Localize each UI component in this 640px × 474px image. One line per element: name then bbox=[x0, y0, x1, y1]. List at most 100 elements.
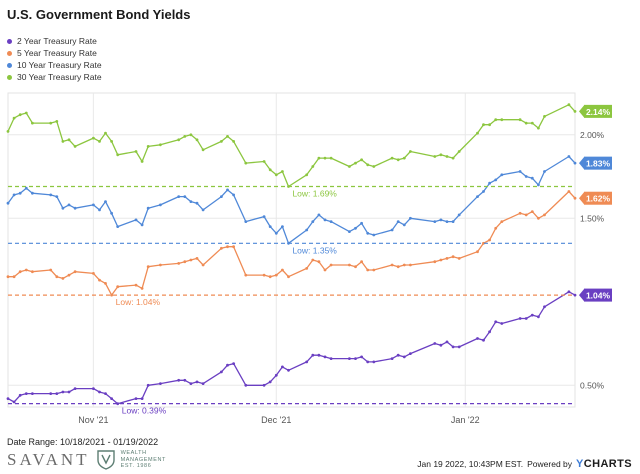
x-tick-label: Nov '21 bbox=[78, 415, 108, 425]
data-point bbox=[317, 260, 321, 264]
data-point bbox=[134, 218, 138, 222]
data-point bbox=[183, 135, 187, 138]
data-point bbox=[354, 357, 357, 360]
data-point bbox=[67, 390, 71, 394]
data-point bbox=[92, 136, 95, 140]
data-point bbox=[183, 260, 187, 264]
data-point bbox=[567, 103, 571, 107]
data-point bbox=[244, 273, 248, 277]
data-point bbox=[530, 176, 534, 180]
data-point bbox=[98, 208, 101, 212]
timestamp: Jan 19 2022, 10:43PM EST. bbox=[417, 459, 524, 469]
data-point bbox=[287, 185, 290, 188]
data-point bbox=[195, 257, 199, 260]
data-point bbox=[55, 120, 59, 123]
data-point bbox=[543, 170, 546, 173]
data-point bbox=[360, 355, 363, 359]
data-point bbox=[311, 220, 315, 224]
shield-icon bbox=[96, 450, 115, 470]
data-point bbox=[573, 293, 577, 297]
legend-dot-2y bbox=[7, 38, 12, 44]
data-point bbox=[494, 178, 498, 182]
data-point bbox=[537, 183, 540, 187]
data-point bbox=[110, 293, 113, 297]
data-point bbox=[287, 241, 290, 245]
ycharts-logo[interactable]: YCHARTS bbox=[576, 458, 632, 470]
data-point bbox=[183, 378, 187, 382]
data-point bbox=[61, 206, 65, 210]
end-value-pointer bbox=[579, 157, 584, 170]
end-value-box bbox=[584, 191, 612, 205]
data-point bbox=[195, 380, 199, 384]
data-point bbox=[134, 283, 138, 287]
data-point bbox=[55, 195, 59, 199]
date-range-text: Date Range: 10/18/2021 - 01/19/2022 bbox=[7, 437, 159, 447]
data-point bbox=[244, 383, 248, 387]
data-point bbox=[530, 313, 534, 317]
data-point bbox=[366, 268, 370, 272]
low-label: Low: 0.39% bbox=[122, 406, 167, 416]
data-point bbox=[67, 273, 71, 277]
data-point bbox=[518, 170, 522, 173]
data-point bbox=[409, 150, 412, 153]
legend-item-5y[interactable]: 5 Year Treasury Rate bbox=[7, 47, 102, 59]
data-point bbox=[226, 363, 229, 367]
data-point bbox=[281, 170, 284, 173]
data-point bbox=[49, 268, 53, 272]
data-point bbox=[366, 360, 370, 364]
data-point bbox=[274, 373, 278, 377]
chart-legend: 2 Year Treasury Rate 5 Year Treasury Rat… bbox=[7, 35, 102, 83]
data-point bbox=[439, 343, 443, 347]
data-point bbox=[524, 175, 528, 178]
data-point bbox=[476, 131, 479, 135]
data-point bbox=[396, 353, 400, 357]
data-point bbox=[18, 393, 22, 397]
end-value-box bbox=[584, 156, 612, 170]
data-point bbox=[445, 257, 449, 260]
data-point bbox=[134, 397, 138, 400]
data-point bbox=[573, 196, 577, 200]
data-point bbox=[24, 392, 28, 395]
data-point bbox=[73, 206, 77, 210]
data-point bbox=[573, 161, 577, 165]
data-point bbox=[67, 138, 71, 142]
data-point bbox=[6, 397, 10, 400]
data-point bbox=[451, 255, 455, 259]
data-point bbox=[329, 156, 333, 160]
data-point bbox=[311, 258, 315, 262]
data-point bbox=[232, 245, 236, 249]
data-point bbox=[323, 156, 327, 160]
data-point bbox=[476, 337, 479, 340]
data-point bbox=[189, 200, 193, 204]
chart-plot: Nov '21 Dec '21 Jan '22 2.00% 1.50% 0.50% Low:… bbox=[6, 92, 612, 425]
data-point bbox=[140, 223, 144, 227]
data-point bbox=[482, 338, 485, 342]
data-point bbox=[329, 357, 333, 360]
data-point bbox=[232, 140, 236, 143]
data-point bbox=[348, 263, 351, 267]
data-point bbox=[6, 201, 10, 205]
data-point bbox=[49, 121, 53, 125]
data-point bbox=[311, 353, 315, 357]
legend-item-2y[interactable]: 2 Year Treasury Rate bbox=[7, 35, 102, 47]
data-point bbox=[201, 382, 205, 385]
data-point bbox=[457, 213, 461, 217]
data-point bbox=[409, 263, 412, 267]
savant-logo: SAVANT WEALTH MANAGEMENT EST. 1986 bbox=[7, 449, 166, 471]
data-point bbox=[98, 390, 101, 394]
powered-by-label: Powered by bbox=[527, 459, 573, 469]
data-point bbox=[274, 173, 278, 177]
data-point bbox=[530, 210, 534, 214]
data-point bbox=[226, 188, 229, 192]
data-point bbox=[140, 287, 144, 290]
data-point bbox=[104, 282, 107, 285]
legend-label-2y: 2 Year Treasury Rate bbox=[17, 36, 97, 46]
data-point bbox=[372, 165, 376, 168]
data-point bbox=[311, 165, 315, 168]
data-point bbox=[61, 140, 65, 143]
legend-label-5y: 5 Year Treasury Rate bbox=[17, 48, 97, 58]
legend-item-30y[interactable]: 30 Year Treasury Rate bbox=[7, 71, 102, 83]
data-point bbox=[494, 118, 498, 122]
data-point bbox=[567, 290, 571, 294]
legend-item-10y[interactable]: 10 Year Treasury Rate bbox=[7, 59, 102, 71]
